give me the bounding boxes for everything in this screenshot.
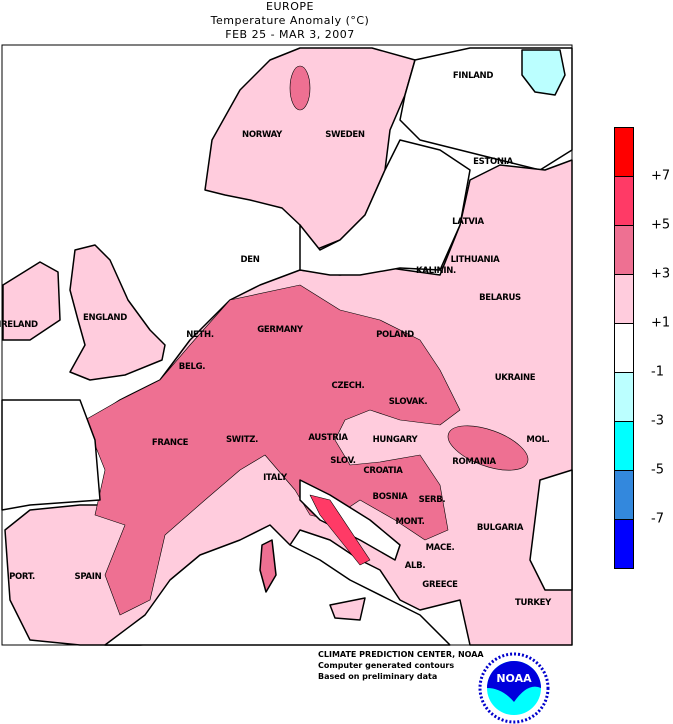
legend-swatch: [615, 177, 633, 226]
label-macedonia: MACE.: [425, 543, 455, 553]
label-bulgaria: BULGARIA: [476, 523, 524, 533]
label-ireland: IRELAND: [0, 320, 38, 330]
label-austria: AUSTRIA: [308, 433, 348, 443]
credit-line-2: Computer generated contours: [318, 661, 455, 670]
map-region-title: EUROPE: [266, 0, 314, 13]
romania-warm-patch: [447, 425, 529, 471]
label-slovakia: SLOVAK.: [388, 397, 428, 407]
ireland: [2, 261, 61, 341]
credit-line-1: CLIMATE PREDICTION CENTER, NOAA: [318, 650, 484, 659]
legend-swatch: [615, 373, 633, 422]
mediterranean-sea: [104, 524, 451, 646]
label-denmark: DEN: [240, 255, 260, 265]
noaa-logo: NOAA: [478, 652, 550, 724]
label-albania: ALB.: [404, 561, 426, 571]
legend-swatch: [615, 324, 633, 373]
label-turkey: TURKEY: [515, 598, 551, 608]
label-portugal: PORT.: [9, 572, 35, 582]
baltic-sea: [299, 139, 471, 276]
legend-tick-label: +1: [651, 315, 671, 331]
label-bosnia: BOSNIA: [372, 492, 408, 502]
label-kaliningrad: KALININ.: [416, 266, 456, 276]
label-czech: CZECH.: [331, 381, 365, 391]
label-belarus: BELARUS: [479, 293, 521, 303]
label-england: ENGLAND: [83, 313, 127, 323]
legend-tick-label: +3: [651, 266, 671, 282]
great-britain: [69, 244, 166, 381]
legend-swatch: [615, 471, 633, 520]
legend-tick-label: -3: [651, 413, 664, 429]
color-legend: [614, 127, 634, 569]
label-slovenia: SLOV.: [330, 456, 356, 466]
label-ukraine: UKRAINE: [494, 373, 536, 383]
land-areas: [1, 47, 573, 646]
map-subtitle: Temperature Anomaly (°C): [210, 14, 370, 27]
label-norway: NORWAY: [242, 130, 282, 140]
label-serbia: SERB.: [418, 495, 446, 505]
label-switzerland: SWITZ.: [225, 435, 259, 445]
label-croatia: CROATIA: [363, 466, 403, 476]
label-poland: POLAND: [376, 330, 414, 340]
label-montenegro: MONT.: [395, 517, 425, 527]
label-belgium: BELG.: [178, 362, 206, 372]
label-france: FRANCE: [151, 438, 189, 448]
legend-tick-label: -5: [651, 462, 664, 478]
legend-swatch: [615, 520, 633, 568]
label-romania: ROMANIA: [452, 457, 496, 467]
warm-anomaly-core: [84, 284, 461, 616]
label-latvia: LATVIA: [452, 217, 484, 227]
scandinavia-warm-patch: [289, 65, 311, 111]
legend-tick-label: -1: [651, 364, 664, 380]
label-italy: ITALY: [263, 473, 287, 483]
credit-line-3: Based on preliminary data: [318, 672, 438, 681]
label-moldova: MOL.: [526, 435, 550, 445]
label-hungary: HUNGARY: [372, 435, 418, 445]
italy-hot-strip: [309, 494, 371, 566]
legend-tick-label: +7: [651, 168, 671, 184]
legend-swatch: [615, 128, 633, 177]
map-period: FEB 25 - MAR 3, 2007: [225, 28, 355, 41]
label-sweden: SWEDEN: [325, 130, 365, 140]
legend-tick-label: -7: [651, 511, 664, 527]
noaa-logo-text: NOAA: [496, 672, 532, 685]
legend-tick-label: +5: [651, 217, 671, 233]
label-spain: SPAIN: [74, 572, 102, 582]
label-estonia: ESTONIA: [473, 157, 513, 167]
label-germany: GERMANY: [257, 325, 303, 335]
black-sea: [529, 469, 573, 591]
legend-swatch: [615, 275, 633, 324]
label-finland: FINLAND: [452, 71, 494, 81]
sardinia-corsica: [259, 539, 277, 593]
bay-of-biscay: [1, 399, 101, 511]
label-greece: GREECE: [422, 580, 458, 590]
scandinavia-region: [204, 47, 416, 251]
sicily: [329, 597, 366, 621]
label-lithuania: LITHUANIA: [450, 255, 500, 265]
label-netherlands: NETH.: [186, 330, 214, 340]
legend-swatch: [615, 422, 633, 471]
cold-anomaly-patch: [521, 49, 566, 96]
legend-swatch: [615, 226, 633, 275]
